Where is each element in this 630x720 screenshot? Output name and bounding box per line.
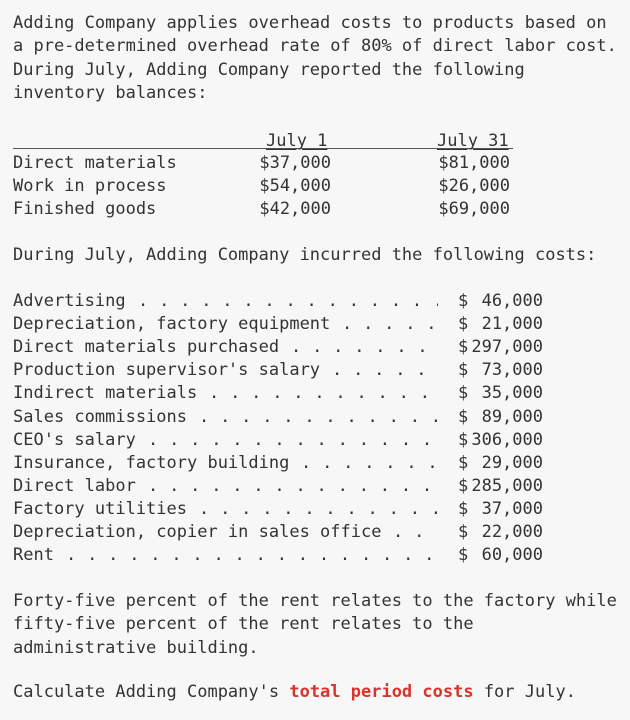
amount-value: 89,000 [481, 406, 543, 427]
dot-leader: . . . . . . . . . . . . . . . . . . . . … [209, 383, 438, 404]
dot-leader: . . . . . . . . . . . . . . . . . . . . … [301, 452, 438, 473]
question-suffix: for July. [473, 682, 576, 702]
cost-row: Insurance, factory building . . . . . . … [13, 452, 553, 475]
cost-row: Depreciation, factory equipment . . . . … [13, 313, 553, 336]
dot-leader: . . . . . . . . . . . . . . . . . . . . … [148, 429, 438, 450]
cost-row: CEO's salary . . . . . . . . . . . . . .… [13, 429, 553, 452]
cost-label: CEO's salary [13, 429, 136, 450]
currency-symbol: $ [458, 406, 469, 427]
column-header-july-31: July 31 [437, 131, 509, 151]
cost-label: Direct materials purchased [13, 337, 280, 358]
currency-symbol: $ [458, 337, 469, 358]
row-label: Work in process [13, 176, 167, 196]
cost-label: Depreciation, factory equipment [13, 314, 331, 335]
amount-value: 73,000 [481, 360, 543, 381]
currency-symbol: $ [458, 475, 469, 496]
cost-label: Indirect materials [13, 383, 198, 404]
cost-row: Direct materials purchased . . . . . . .… [13, 336, 553, 359]
currency-symbol: $ [458, 522, 469, 542]
currency-symbol: $ [458, 498, 469, 519]
row-label: Finished goods [13, 199, 157, 219]
amount-value: 29,000 [481, 452, 543, 473]
july-1-value: $42,000 [259, 199, 331, 219]
cost-row: Sales commissions . . . . . . . . . . . … [13, 406, 553, 429]
currency-symbol: $ [458, 291, 469, 311]
cost-label: Production supervisor's salary [13, 360, 321, 381]
cost-row: Rent . . . . . . . . . . . . . . . . . .… [13, 544, 553, 567]
question-prefix: Calculate Adding Company's [13, 682, 290, 702]
dot-leader: . . . . . . . . . . . . . . . . . . . . … [342, 314, 438, 335]
cost-row: Production supervisor's salary . . . . .… [13, 359, 553, 382]
july-31-value: $69,000 [438, 199, 510, 219]
july-31-value: $81,000 [438, 153, 510, 173]
amount-value: 21,000 [481, 314, 543, 335]
dot-leader: . . . . . . . . . . . . . . . . . . . . … [291, 337, 438, 358]
currency-symbol: $ [458, 383, 469, 404]
inventory-row: Finished goods $42,000 $69,000 [13, 198, 513, 221]
amount-value: 297,000 [471, 337, 543, 358]
july-1-value: $37,000 [259, 153, 331, 173]
currency-symbol: $ [458, 360, 469, 381]
column-header-july-1: July 1 [266, 131, 328, 151]
cost-row: Depreciation, copier in sales office . .… [13, 521, 553, 544]
dot-leader: . . . . . . . . . . . . . . . . . . . . … [199, 498, 438, 519]
amount-value: 285,000 [471, 475, 543, 496]
currency-symbol: $ [458, 545, 469, 566]
july-1-value: $54,000 [259, 176, 331, 196]
costs-intro: During July, Adding Company incurred the… [13, 245, 597, 265]
july-31-value: $26,000 [438, 176, 510, 196]
inventory-row: Work in process $54,000 $26,000 [13, 175, 513, 198]
dot-leader: . . . . . . . . . . . . . . . . . . . . … [332, 360, 438, 381]
amount-value: 306,000 [471, 429, 543, 450]
dot-leader: . . . . . . . . . . . . . . . . . . . . … [199, 406, 438, 427]
dot-leader: . . . . . . . . . . . . . . . . . . . . … [66, 545, 438, 566]
currency-symbol: $ [458, 452, 469, 473]
dot-leader: . . . . . . . . . . . . . . . . . . . . … [393, 522, 438, 542]
rent-note: Forty-five percent of the rent relates t… [13, 591, 617, 658]
dot-leader: . . . . . . . . . . . . . . . . . . . . … [148, 475, 438, 496]
amount-value: 37,000 [481, 498, 543, 519]
intro-paragraph: Adding Company applies overhead costs to… [13, 13, 617, 103]
dot-leader: . . . . . . . . . . . . . . . . . . . . … [138, 291, 438, 311]
cost-row: Factory utilities . . . . . . . . . . . … [13, 498, 553, 521]
cost-label: Factory utilities [13, 498, 187, 519]
cost-label: Depreciation, copier in sales office [13, 522, 382, 542]
header-rule [13, 148, 513, 149]
cost-label: Advertising [13, 291, 126, 311]
amount-value: 60,000 [481, 545, 543, 566]
cost-row: Advertising . . . . . . . . . . . . . . … [13, 290, 553, 313]
currency-symbol: $ [458, 429, 469, 450]
cost-row: Indirect materials . . . . . . . . . . .… [13, 382, 553, 405]
question: Calculate Adding Company's total period … [13, 681, 618, 704]
row-label: Direct materials [13, 153, 177, 173]
amount-value: 22,000 [481, 522, 543, 542]
cost-label: Direct labor [13, 475, 136, 496]
cost-row: Direct labor . . . . . . . . . . . . . .… [13, 475, 553, 498]
amount-value: 35,000 [481, 383, 543, 404]
cost-label: Rent [13, 545, 54, 566]
inventory-row: Direct materials $37,000 $81,000 [13, 152, 513, 175]
cost-label: Sales commissions [13, 406, 187, 427]
question-highlight: total period costs [289, 682, 474, 702]
currency-symbol: $ [458, 314, 469, 335]
cost-label: Insurance, factory building [13, 452, 290, 473]
amount-value: 46,000 [481, 291, 543, 311]
